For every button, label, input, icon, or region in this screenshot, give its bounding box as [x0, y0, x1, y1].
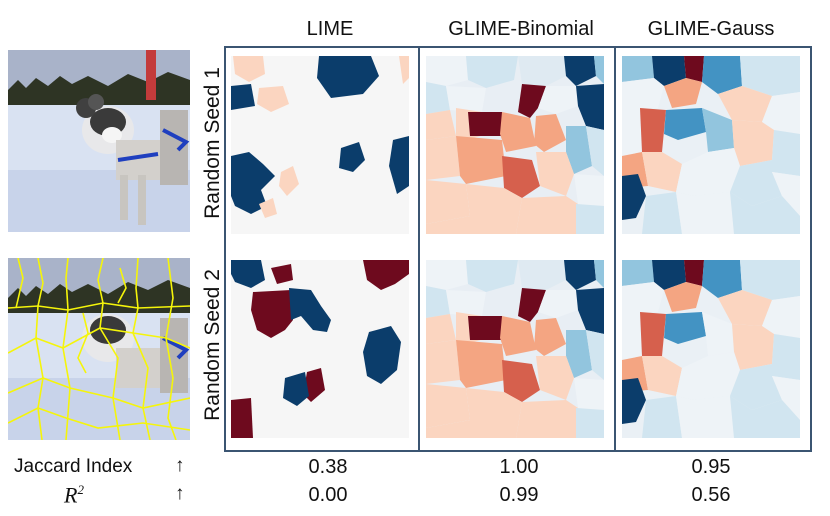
- map-glime-gauss-seed-1: [622, 56, 800, 234]
- row-title-seed-1: Random Seed 1: [201, 67, 224, 219]
- row-title-seed-2: Random Seed 2: [201, 269, 224, 421]
- jaccard-up-arrow-icon: ↑: [175, 455, 185, 476]
- r2-up-arrow-icon: ↑: [175, 483, 185, 504]
- map-glime-gauss-seed-2: [622, 260, 800, 438]
- jaccard-value-lime: 0.38: [308, 456, 348, 478]
- r2-superscript: 2: [77, 482, 84, 497]
- r2-value-glime-binomial: 0.99: [499, 484, 539, 506]
- jaccard-label-text: Jaccard Index: [14, 456, 133, 477]
- column-title-glime-binomial: GLIME-Binomial: [448, 18, 594, 40]
- metric-label-r2: R2: [64, 482, 84, 508]
- r2-value-lime: 0.00: [308, 484, 348, 506]
- r2-value-glime-gauss: 0.56: [691, 484, 731, 506]
- input-image-superpixels: [8, 258, 190, 440]
- map-lime-seed-2: [231, 260, 409, 438]
- map-lime-seed-1: [231, 56, 409, 234]
- frame-glime-gauss: [614, 46, 812, 452]
- metric-label-jaccard: Jaccard Index: [14, 456, 132, 478]
- map-glime-binomial-seed-2: [426, 260, 604, 438]
- map-glime-binomial-seed-1: [426, 56, 604, 234]
- input-image-huskies: [8, 50, 190, 232]
- column-title-glime-gauss: GLIME-Gauss: [647, 18, 775, 40]
- r2-label-text: R: [64, 482, 78, 508]
- column-title-lime: LIME: [306, 18, 354, 40]
- jaccard-value-glime-binomial: 1.00: [499, 456, 539, 478]
- jaccard-value-glime-gauss: 0.95: [691, 456, 731, 478]
